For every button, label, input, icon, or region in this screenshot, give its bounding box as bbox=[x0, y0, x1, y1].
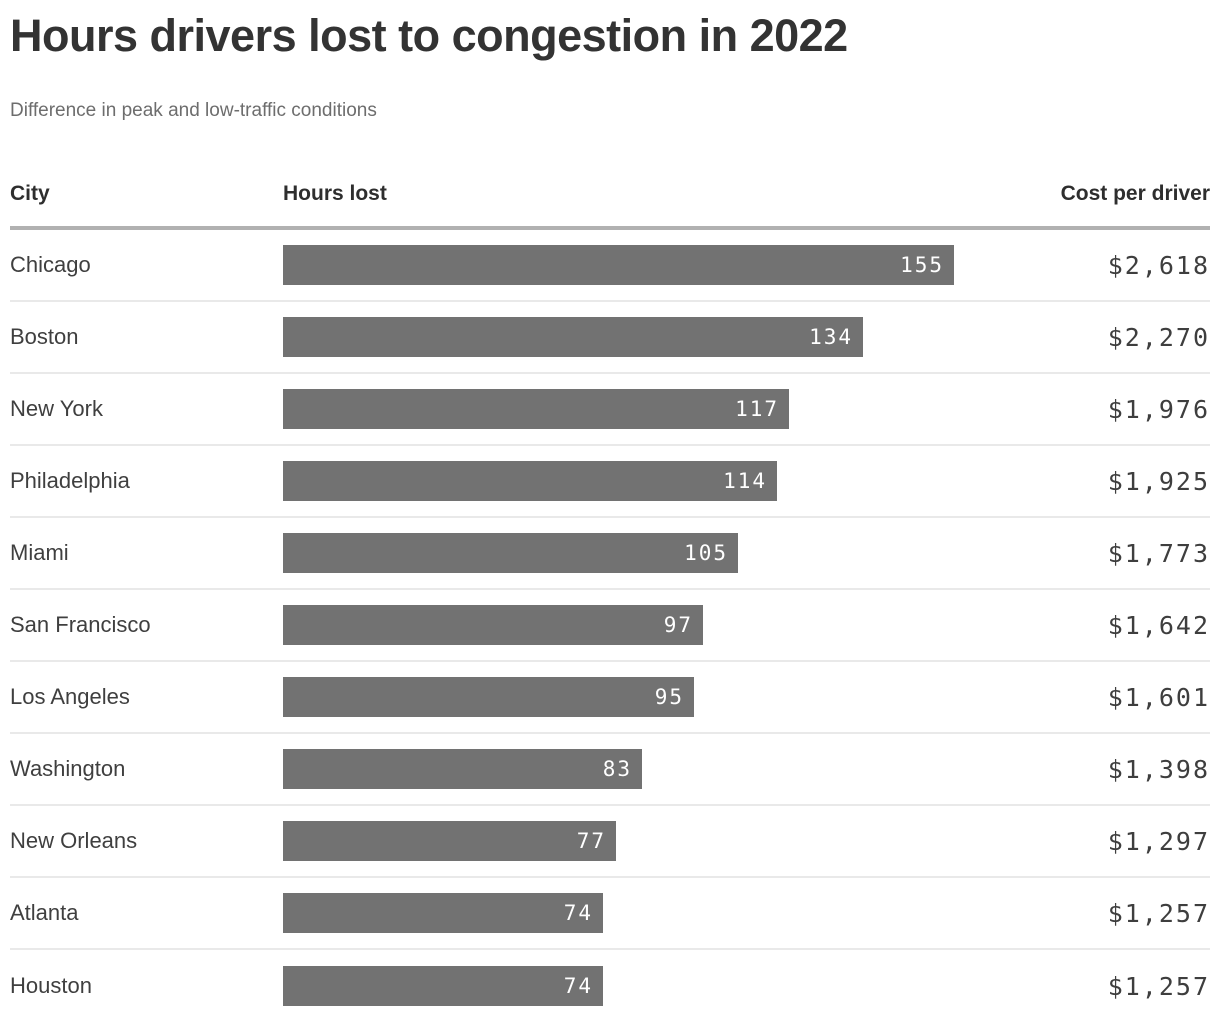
cost-per-driver-value: $1,257 bbox=[1107, 898, 1210, 928]
cost-per-driver-value: $1,773 bbox=[1107, 538, 1210, 568]
hours-lost-value: 117 bbox=[735, 397, 779, 421]
hours-lost-bar: 74 bbox=[283, 893, 603, 933]
cost-per-driver-value: $1,925 bbox=[1107, 466, 1210, 496]
table-row: Philadelphia 114 $1,925 bbox=[10, 446, 1210, 518]
bar-cell: 74 bbox=[283, 893, 960, 933]
bar-cell: 97 bbox=[283, 605, 960, 645]
hours-lost-value: 74 bbox=[563, 901, 593, 925]
cost-per-driver-value: $2,270 bbox=[1107, 322, 1210, 352]
hours-lost-bar: 77 bbox=[283, 821, 616, 861]
hours-lost-value: 77 bbox=[576, 829, 606, 853]
bar-cell: 134 bbox=[283, 317, 960, 357]
hours-lost-value: 114 bbox=[723, 469, 767, 493]
table-row: San Francisco 97 $1,642 bbox=[10, 590, 1210, 662]
bar-cell: 114 bbox=[283, 461, 960, 501]
city-label: Los Angeles bbox=[10, 684, 130, 709]
table-row: Los Angeles 95 $1,601 bbox=[10, 662, 1210, 734]
city-label: Atlanta bbox=[10, 900, 79, 925]
cost-per-driver-value: $1,257 bbox=[1107, 971, 1210, 1001]
cost-per-driver-value: $1,642 bbox=[1107, 610, 1210, 640]
bar-cell: 74 bbox=[283, 966, 960, 1006]
table-row: Boston 134 $2,270 bbox=[10, 302, 1210, 374]
hours-lost-bar: 114 bbox=[283, 461, 777, 501]
table-row: Houston 74 $1,257 bbox=[10, 950, 1210, 1022]
hours-lost-bar: 97 bbox=[283, 605, 703, 645]
hours-lost-value: 97 bbox=[663, 613, 693, 637]
hours-lost-value: 155 bbox=[900, 253, 944, 277]
city-label: Miami bbox=[10, 540, 69, 565]
hours-lost-bar: 74 bbox=[283, 966, 603, 1006]
hours-lost-value: 105 bbox=[684, 541, 728, 565]
hours-lost-value: 74 bbox=[563, 974, 593, 998]
hours-lost-bar: 117 bbox=[283, 389, 789, 429]
table-row: New York 117 $1,976 bbox=[10, 374, 1210, 446]
city-label: Philadelphia bbox=[10, 468, 130, 493]
cost-per-driver-value: $1,297 bbox=[1107, 826, 1210, 856]
column-header-city: City bbox=[10, 182, 50, 205]
table-row: Washington 83 $1,398 bbox=[10, 734, 1210, 806]
city-label: New Orleans bbox=[10, 828, 138, 853]
cost-per-driver-value: $1,398 bbox=[1107, 754, 1210, 784]
cost-per-driver-value: $1,601 bbox=[1107, 682, 1210, 712]
chart-title: Hours drivers lost to congestion in 2022 bbox=[10, 10, 848, 61]
hours-lost-value: 134 bbox=[809, 325, 853, 349]
column-header-cost-per-driver: Cost per driver bbox=[1060, 182, 1210, 205]
city-label: Washington bbox=[10, 756, 126, 781]
column-header-hours-lost: Hours lost bbox=[283, 182, 387, 205]
hours-lost-bar: 155 bbox=[283, 245, 954, 285]
city-label: Boston bbox=[10, 324, 79, 349]
bar-cell: 95 bbox=[283, 677, 960, 717]
hours-lost-value: 95 bbox=[654, 685, 684, 709]
bar-cell: 155 bbox=[283, 245, 960, 285]
hours-lost-bar: 83 bbox=[283, 749, 642, 789]
bar-cell: 83 bbox=[283, 749, 960, 789]
table-row: New Orleans 77 $1,297 bbox=[10, 806, 1210, 878]
bar-cell: 105 bbox=[283, 533, 960, 573]
bar-cell: 77 bbox=[283, 821, 960, 861]
table-header-row: City Hours lost Cost per driver bbox=[10, 182, 1210, 230]
city-label: Chicago bbox=[10, 252, 91, 277]
city-label: New York bbox=[10, 396, 103, 421]
table-row: Atlanta 74 $1,257 bbox=[10, 878, 1210, 950]
cost-per-driver-value: $1,976 bbox=[1107, 394, 1210, 424]
hours-lost-bar: 134 bbox=[283, 317, 863, 357]
table-row: Chicago 155 $2,618 bbox=[10, 230, 1210, 302]
chart-subtitle: Difference in peak and low-traffic condi… bbox=[10, 100, 377, 121]
table-row: Miami 105 $1,773 bbox=[10, 518, 1210, 590]
hours-lost-bar: 105 bbox=[283, 533, 738, 573]
bar-cell: 117 bbox=[283, 389, 960, 429]
city-label: San Francisco bbox=[10, 612, 151, 637]
hours-lost-value: 83 bbox=[602, 757, 632, 781]
cost-per-driver-value: $2,618 bbox=[1107, 250, 1210, 280]
hours-lost-bar: 95 bbox=[283, 677, 694, 717]
table-body: Chicago 155 $2,618 Boston 134 $2,270 New… bbox=[10, 230, 1210, 1022]
city-label: Houston bbox=[10, 973, 92, 998]
